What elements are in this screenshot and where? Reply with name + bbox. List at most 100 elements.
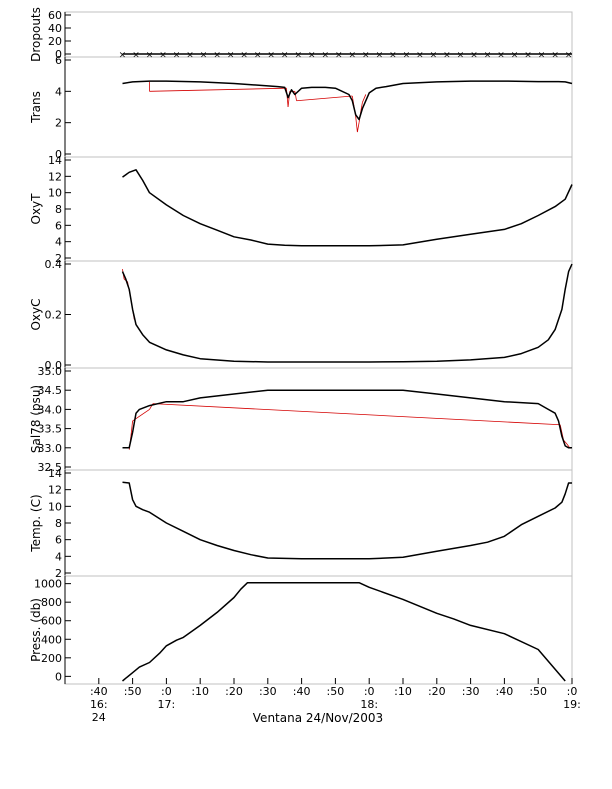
dropout-marker: × (200, 51, 208, 61)
x-tick-date-label: 17: (158, 698, 176, 711)
y-tick-label: 2 (55, 117, 62, 130)
x-tick-date-label: 19: (563, 698, 581, 711)
x-tick-label: :10 (191, 685, 209, 698)
dropout-marker: × (565, 51, 573, 61)
y-tick-label: 33.5 (38, 423, 63, 436)
x-tick-label: :50 (327, 685, 345, 698)
dropout-marker: × (497, 51, 505, 61)
y-tick-label: 10 (48, 500, 62, 513)
y-tick-label: 200 (41, 652, 62, 665)
x-tick-label: :10 (394, 685, 412, 698)
panel-frame (64, 11, 573, 58)
dropout-marker: × (308, 51, 316, 61)
dropout-marker: × (132, 51, 140, 61)
y-tick-label: 0 (55, 148, 62, 161)
x-tick-label: :40 (90, 685, 108, 698)
dropout-marker: × (213, 51, 221, 61)
raw-data-segment (356, 122, 360, 133)
y-tick-label: 0 (55, 48, 62, 61)
dropout-marker: × (430, 51, 438, 61)
y-tick-label: 6 (55, 54, 62, 67)
dropout-marker: × (173, 51, 181, 61)
y-tick-label: 33.0 (38, 442, 63, 455)
panel-frame (64, 260, 573, 369)
y-tick-label: 12 (48, 484, 62, 497)
y-tick-label: 60 (48, 9, 62, 22)
raw-data-segment (362, 94, 367, 103)
y-tick-label: 20 (48, 35, 62, 48)
x-tick-date-label: 16: (90, 698, 108, 711)
y-tick-label: 0 (55, 670, 62, 683)
x-tick-label: :40 (496, 685, 514, 698)
y-axis-title: OxyT (29, 193, 43, 225)
data-series-line (122, 80, 573, 121)
x-tick-date-label: 18: (360, 698, 378, 711)
y-tick-label: 400 (41, 633, 62, 646)
y-tick-label: 40 (48, 22, 62, 35)
data-series-line (122, 169, 573, 247)
raw-data-segment (360, 102, 363, 112)
dropout-marker: × (294, 51, 302, 61)
y-axis-title: Temp. (C) (29, 494, 43, 552)
y-tick-label: 600 (41, 615, 62, 628)
raw-data-segment (149, 87, 287, 92)
panel-frame (64, 469, 573, 577)
y-tick-label: 12 (48, 170, 62, 183)
dropout-marker: × (511, 51, 519, 61)
dropout-marker: × (416, 51, 424, 61)
y-axis-title: Press. (db) (29, 598, 43, 662)
dropout-marker: × (321, 51, 329, 61)
x-tick-date-label: 24 (92, 711, 106, 724)
data-series-line (122, 389, 572, 449)
y-tick-label: 35.0 (38, 365, 63, 378)
dropout-marker: × (146, 51, 154, 61)
y-tick-label: 4 (55, 85, 62, 98)
dropout-marker: × (254, 51, 262, 61)
panel-frame (64, 575, 573, 685)
panel-frame (64, 367, 573, 471)
y-tick-label: 8 (55, 203, 62, 216)
x-tick-label: :30 (462, 685, 480, 698)
y-tick-label: 6 (55, 219, 62, 232)
x-tick-label: :40 (293, 685, 311, 698)
dropout-marker: × (457, 51, 465, 61)
y-tick-label: 34.0 (38, 403, 63, 416)
dropout-marker: × (389, 51, 397, 61)
raw-data-segment (152, 403, 561, 426)
x-tick-label: :50 (529, 685, 547, 698)
dropout-marker: × (484, 51, 492, 61)
dropout-marker: × (362, 51, 370, 61)
data-series-line (122, 581, 566, 682)
y-tick-label: 32.5 (38, 461, 63, 474)
y-tick-label: 2 (55, 567, 62, 580)
dropout-marker: × (240, 51, 248, 61)
y-tick-label: 800 (41, 596, 62, 609)
x-tick-label: :30 (259, 685, 277, 698)
y-axis-title: OxyC (29, 298, 43, 330)
y-tick-label: 0.2 (45, 309, 63, 322)
dropout-marker: × (551, 51, 559, 61)
dropout-marker: × (538, 51, 546, 61)
dropout-marker: × (186, 51, 194, 61)
dropout-marker: × (119, 51, 127, 61)
y-tick-label: 2 (55, 252, 62, 265)
y-axis-title: Dropouts (29, 7, 43, 62)
x-tick-label: :0 (364, 685, 375, 698)
dropout-marker: × (376, 51, 384, 61)
y-axis-title: Trans (29, 91, 43, 124)
data-series-line (121, 263, 573, 363)
dropout-marker: × (159, 51, 167, 61)
dropout-marker: × (443, 51, 451, 61)
y-tick-label: 0.0 (45, 359, 63, 372)
raw-data-segment (355, 116, 358, 133)
x-tick-label: :0 (161, 685, 172, 698)
x-tick-label: :20 (428, 685, 446, 698)
data-series-line (122, 481, 572, 560)
y-tick-label: 0.4 (45, 258, 63, 271)
x-tick-label: :20 (225, 685, 243, 698)
y-tick-label: 6 (55, 534, 62, 547)
x-tick-label: :0 (567, 685, 578, 698)
dropout-marker: × (281, 51, 289, 61)
